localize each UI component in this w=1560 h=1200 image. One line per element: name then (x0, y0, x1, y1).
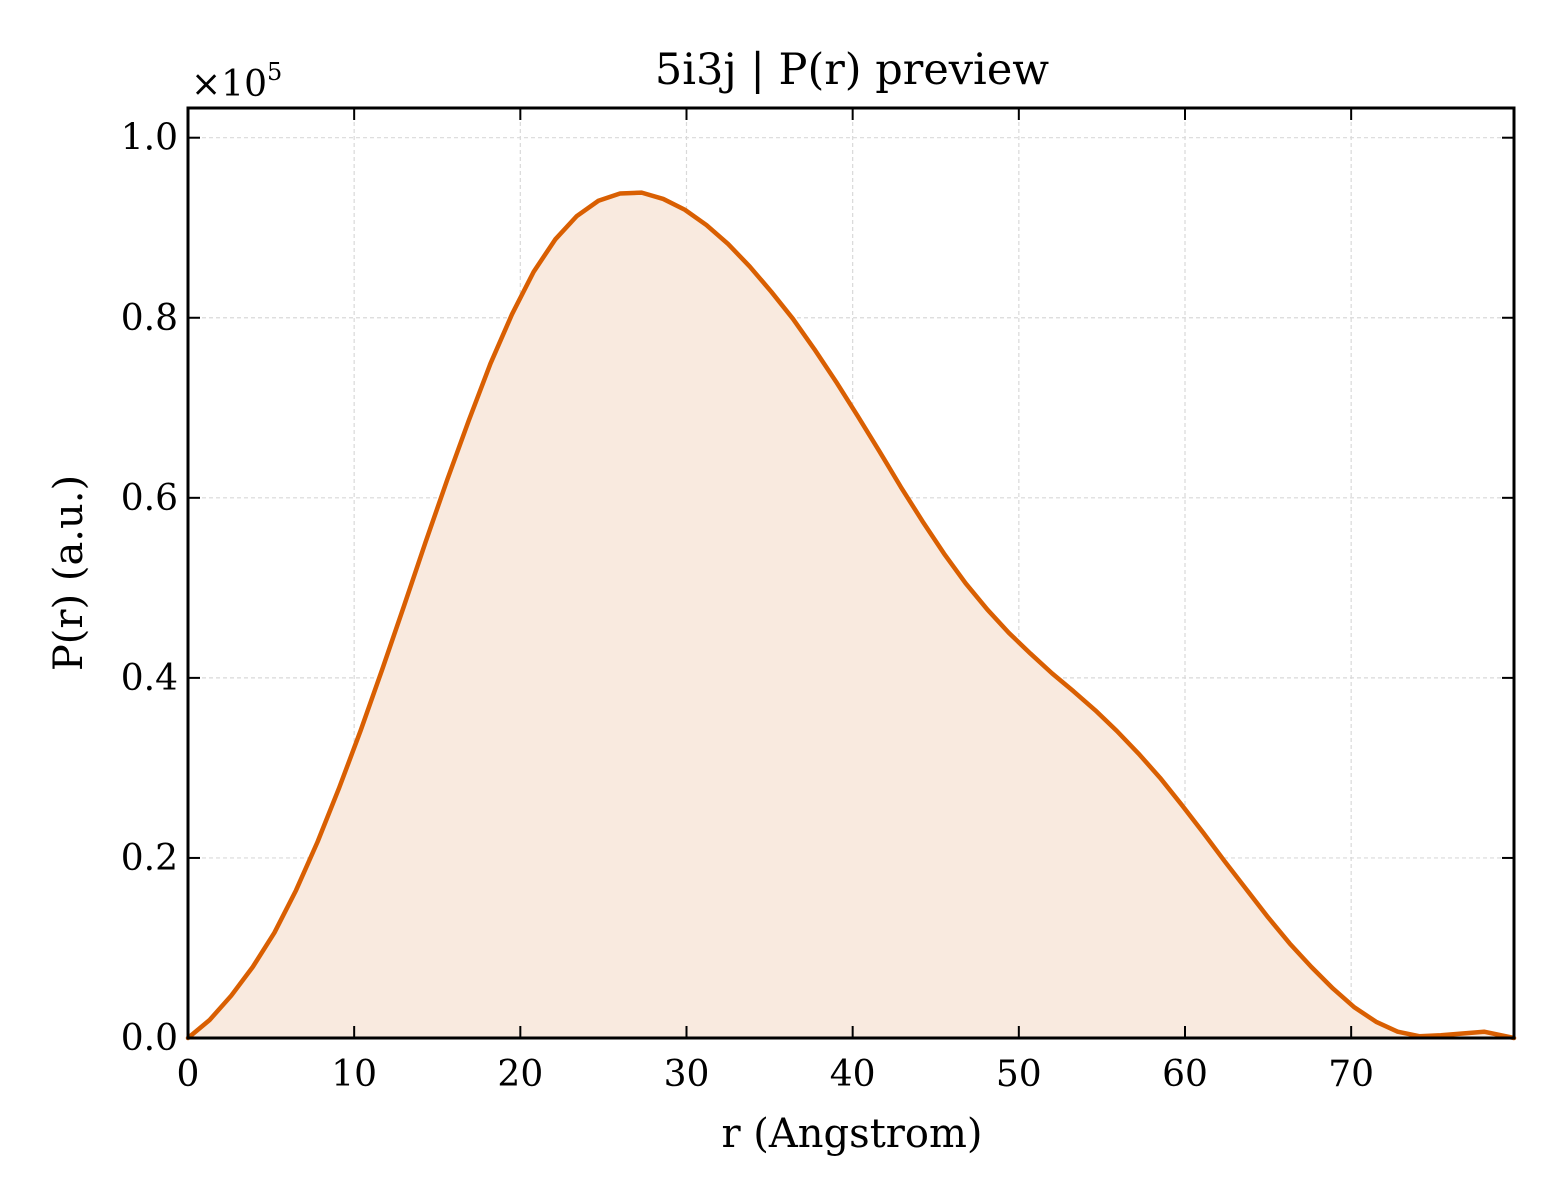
y-tick-label: 0.8 (121, 298, 178, 339)
y-scale-exponent: 5 (267, 58, 282, 86)
y-axis-label: P(r) (a.u.) (46, 475, 92, 671)
y-tick-label: 1.0 (121, 118, 178, 159)
x-tick-label: 20 (497, 1054, 543, 1095)
y-tick-label: 0.2 (121, 838, 178, 879)
series-line (185, 190, 1517, 1041)
x-tick-label: 70 (1328, 1054, 1374, 1095)
series-area-fill (188, 192, 1514, 1038)
y-tick-label: 0.4 (121, 658, 178, 699)
chart-title: 5i3j | P(r) preview (655, 45, 1049, 95)
y-tick-label: 0.0 (121, 1018, 178, 1059)
x-tick-label: 10 (331, 1054, 377, 1095)
ticks-layer: 0 10 20 30 40 50 60 70 0.0 0.2 0.4 0.6 0.8 1.0 (121, 108, 1514, 1095)
y-tick-label: 0.6 (121, 478, 178, 519)
axes-layer (186, 106, 1516, 1040)
x-tick-label: 50 (996, 1054, 1042, 1095)
x-tick-label: 30 (664, 1054, 710, 1095)
y-scale-multiplier: ×105 (191, 58, 282, 105)
y-scale-base: ×10 (191, 64, 267, 105)
line-layer (185, 190, 1517, 1041)
labels-layer: 5i3j | P(r) preview r (Angstrom) P(r) (a… (46, 45, 1049, 1157)
plot-frame (186, 106, 1516, 1040)
x-tick-label: 0 (177, 1054, 200, 1095)
x-tick-label: 40 (830, 1054, 876, 1095)
x-axis-label: r (Angstrom) (721, 1111, 982, 1157)
area-layer (188, 192, 1514, 1038)
x-tick-label: 60 (1162, 1054, 1208, 1095)
